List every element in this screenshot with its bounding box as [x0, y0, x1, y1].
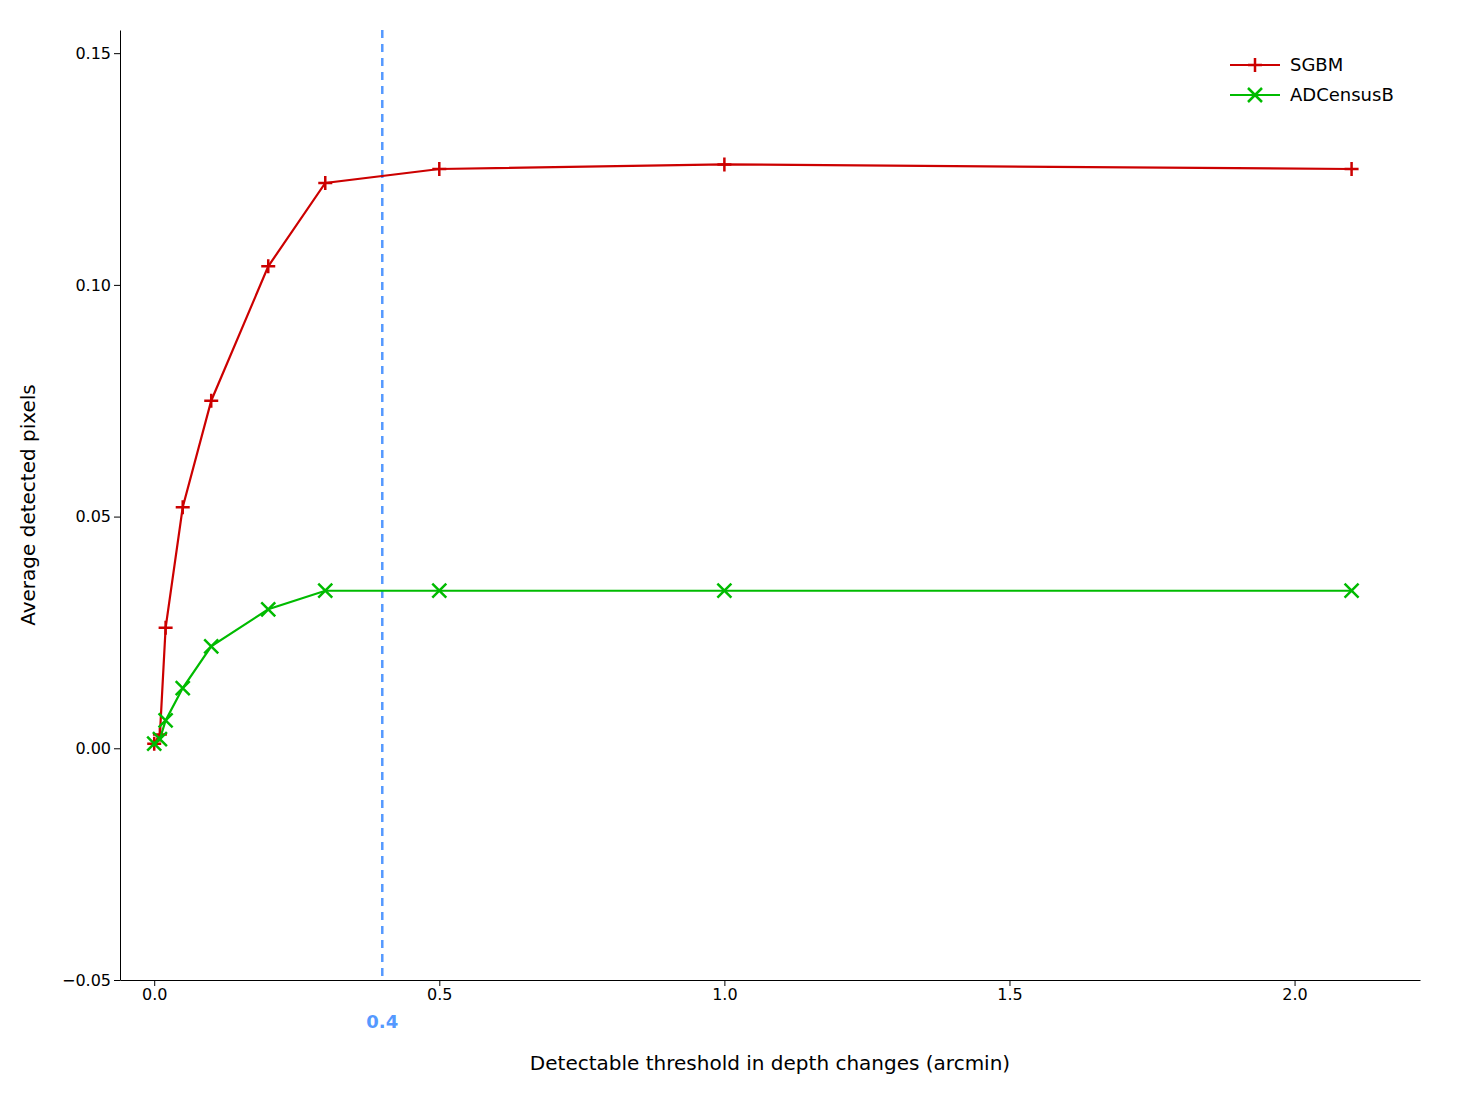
tick: 1.5 — [997, 980, 1022, 1004]
point — [176, 500, 190, 514]
tick: 2.0 — [1282, 980, 1307, 1004]
tick-label: 0.10 — [75, 275, 111, 294]
tick-label: 1.5 — [997, 985, 1022, 1004]
tick: 0.05 — [75, 507, 120, 526]
y-axis: −0.05 0.00 0.05 0.10 0.15 — [62, 31, 121, 990]
reference-line — [381, 30, 384, 980]
tick: 0.10 — [75, 275, 120, 294]
tick-mark — [114, 748, 120, 749]
point — [261, 259, 275, 273]
tick-label: −0.05 — [62, 971, 111, 990]
tick-label: 0.5 — [427, 985, 452, 1004]
tick-mark — [114, 517, 120, 518]
y-axis-title: Average detected pixels — [16, 384, 40, 626]
line — [154, 164, 1351, 743]
point — [204, 639, 218, 653]
tick: −0.05 — [62, 971, 120, 990]
legend-item: SGBM — [1230, 54, 1343, 75]
annotation: 0.4 — [366, 1011, 398, 1032]
point — [159, 621, 173, 635]
legend-marker — [1248, 58, 1262, 72]
point — [432, 584, 446, 598]
chart: 0.0 0.5 1.0 1.5 2.0 −0.05 0.00 0.05 0.10 0.15 0.4 S… — [0, 0, 1460, 1100]
tick: 0.00 — [75, 739, 120, 758]
tick-mark — [114, 980, 120, 981]
marks — [147, 30, 1358, 980]
tick: 1.0 — [712, 980, 737, 1004]
tick-label: 0.00 — [75, 739, 111, 758]
point — [717, 584, 731, 598]
tick-label: 0.05 — [75, 507, 111, 526]
tick: 0.15 — [75, 44, 120, 63]
line — [154, 591, 1351, 744]
point — [153, 732, 167, 746]
legend-marker — [1248, 88, 1262, 102]
point — [176, 681, 190, 695]
plot: 0.0 0.5 1.0 1.5 2.0 −0.05 0.00 0.05 0.10 0.15 0.4 S… — [62, 30, 1421, 1032]
tick-label: 2.0 — [1282, 985, 1307, 1004]
point — [1345, 584, 1359, 598]
x-axis: 0.0 0.5 1.0 1.5 2.0 — [121, 980, 1421, 1004]
legend-label: ADCensusB — [1290, 84, 1394, 105]
point — [432, 162, 446, 176]
axis-line — [121, 980, 1421, 981]
point — [717, 157, 731, 171]
legend: SGBM ADCensusB — [1230, 54, 1394, 105]
point — [261, 602, 275, 616]
legend-label: SGBM — [1290, 54, 1343, 75]
tick-label: 1.0 — [712, 985, 737, 1004]
tick-mark — [114, 53, 120, 54]
point — [1345, 162, 1359, 176]
x-axis-title: Detectable threshold in depth changes (a… — [530, 1051, 1010, 1075]
tick-mark — [114, 285, 120, 286]
tick-label: 0.15 — [75, 44, 111, 63]
legend-item: ADCensusB — [1230, 84, 1394, 105]
point — [318, 176, 332, 190]
tick: 0.5 — [427, 980, 452, 1004]
tick-label: 0.0 — [142, 985, 167, 1004]
point — [204, 394, 218, 408]
tick: 0.0 — [142, 980, 167, 1004]
point — [318, 584, 332, 598]
axis-line — [120, 31, 121, 981]
point — [159, 713, 173, 727]
